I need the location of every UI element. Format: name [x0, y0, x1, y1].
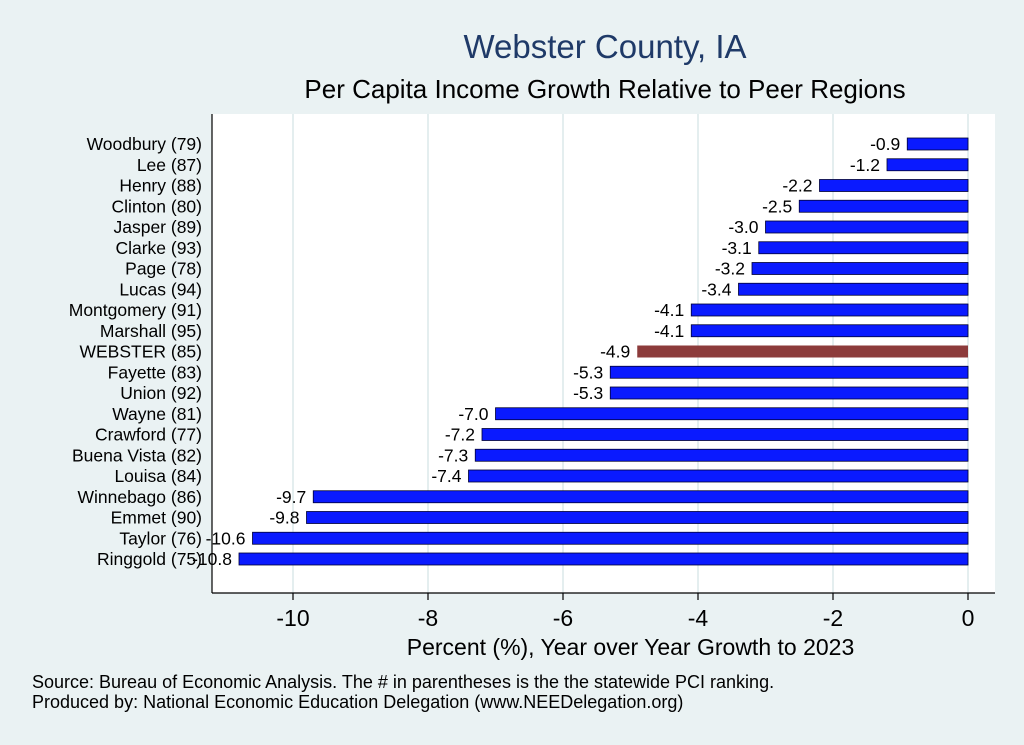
value-label: -5.3	[573, 362, 603, 382]
value-label: -1.2	[850, 155, 880, 175]
bar	[690, 303, 969, 317]
bar	[306, 511, 969, 524]
x-tick-label: 0	[962, 605, 975, 631]
bar	[238, 552, 969, 566]
category-label: Woodbury (79)	[87, 134, 202, 154]
x-tick-label: -2	[823, 605, 843, 631]
x-tick-label: -10	[276, 605, 309, 631]
category-label: Louisa (84)	[114, 466, 202, 486]
producer-note: Produced by: National Economic Education…	[32, 692, 684, 712]
category-label: Clarke (93)	[115, 238, 202, 258]
bar	[252, 531, 969, 545]
x-axis-title: Percent (%), Year over Year Growth to 20…	[407, 634, 855, 660]
value-label: -9.7	[276, 487, 306, 507]
bar	[906, 137, 969, 151]
category-label: WEBSTER (85)	[79, 342, 202, 362]
category-label: Lee (87)	[137, 155, 202, 175]
bar	[819, 179, 969, 192]
category-label: Wayne (81)	[112, 404, 202, 424]
value-label: -7.0	[458, 404, 488, 424]
category-label: Page (78)	[125, 259, 202, 279]
bar	[738, 282, 969, 296]
bar	[798, 199, 969, 213]
category-label: Emmet (90)	[111, 508, 202, 528]
chart-title: Webster County, IA	[463, 28, 747, 65]
bar	[468, 469, 969, 483]
category-label: Ringgold (75)	[97, 549, 202, 569]
category-label: Crawford (77)	[95, 425, 202, 445]
x-tick-label: -6	[553, 605, 573, 631]
chart-subtitle: Per Capita Income Growth Relative to Pee…	[304, 74, 906, 104]
value-label: -4.1	[654, 300, 684, 320]
x-tick-label: -4	[688, 605, 709, 631]
bar-highlight	[637, 345, 968, 358]
category-label: Buena Vista (82)	[72, 445, 202, 465]
source-note: Source: Bureau of Economic Analysis. The…	[32, 672, 775, 692]
category-label: Henry (88)	[119, 176, 202, 196]
category-label: Montgomery (91)	[69, 300, 202, 320]
value-label: -4.9	[600, 342, 630, 362]
category-label: Clinton (80)	[112, 196, 202, 216]
bar	[609, 365, 969, 379]
value-label: -10.6	[206, 528, 246, 548]
value-label: -7.2	[445, 425, 475, 445]
bar	[765, 220, 969, 234]
bar	[312, 490, 969, 504]
value-label: -7.4	[431, 466, 461, 486]
bar	[495, 407, 969, 421]
value-label: -2.5	[762, 196, 792, 216]
bar	[751, 262, 969, 275]
value-label: -5.3	[573, 383, 603, 403]
value-label: -3.0	[728, 217, 758, 237]
bar	[609, 386, 969, 400]
value-label: -2.2	[782, 176, 812, 196]
value-label: -0.9	[870, 134, 900, 154]
category-label: Jasper (89)	[113, 217, 202, 237]
value-label: -3.4	[701, 279, 731, 299]
bar	[474, 448, 969, 462]
bar	[690, 324, 969, 338]
category-label: Union (92)	[120, 383, 202, 403]
category-label: Lucas (94)	[119, 279, 202, 299]
bar	[481, 428, 969, 441]
bar	[758, 241, 969, 255]
value-label: -4.1	[654, 321, 684, 341]
category-label: Fayette (83)	[108, 362, 202, 382]
category-label: Taylor (76)	[119, 528, 202, 548]
value-label: -9.8	[269, 508, 299, 528]
category-label: Winnebago (86)	[77, 487, 202, 507]
bar	[886, 158, 969, 172]
value-label: -3.2	[715, 259, 745, 279]
x-tick-label: -8	[418, 605, 438, 631]
value-label: -10.8	[192, 549, 232, 569]
value-label: -3.1	[722, 238, 752, 258]
category-label: Marshall (95)	[100, 321, 202, 341]
value-label: -7.3	[438, 445, 468, 465]
